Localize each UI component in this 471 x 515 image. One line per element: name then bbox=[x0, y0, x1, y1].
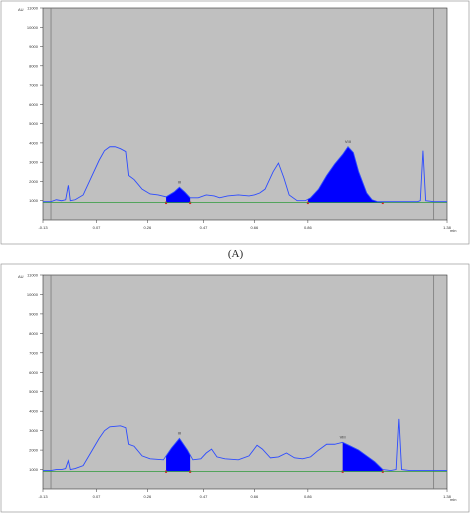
y-tick-label: 3000 bbox=[29, 428, 39, 433]
chromatogram-trace bbox=[43, 146, 447, 203]
x-tick-label: -0.13 bbox=[38, 225, 48, 230]
plot-area bbox=[42, 7, 448, 221]
panel-frame bbox=[0, 263, 470, 513]
y-tick-label: 5000 bbox=[29, 389, 39, 394]
y-axis-unit: AU bbox=[18, 274, 24, 279]
x-tick-label: 0.66 bbox=[250, 494, 259, 499]
x-tick-label: 0.07 bbox=[93, 225, 102, 230]
y-tick-label: 7000 bbox=[29, 350, 39, 355]
integrated-peak-area bbox=[307, 147, 383, 203]
x-tick-label: 0.07 bbox=[93, 494, 102, 499]
y-tick-label: 3000 bbox=[29, 160, 39, 165]
x-tick-label: 0.26 bbox=[143, 225, 152, 230]
y-tick-label: 1000 bbox=[29, 467, 39, 472]
integrated-peak-area bbox=[166, 438, 191, 472]
y-tick-label: 4000 bbox=[29, 409, 39, 414]
y-tick-label: 8000 bbox=[29, 63, 39, 68]
peak-label: III bbox=[178, 431, 181, 436]
x-axis-unit: min bbox=[450, 497, 456, 502]
peak-label: VIII bbox=[340, 434, 346, 439]
chromatogram-chart-b: AU min 1000 2000 3000 4000 5000 6000 7000 8000 900… bbox=[0, 263, 470, 513]
y-tick-label: 9000 bbox=[29, 44, 39, 49]
y-tick-label: 10000 bbox=[27, 25, 39, 30]
integrated-peak-area bbox=[342, 442, 383, 472]
chromatogram-chart-a: AU min 1000 2000 3000 4000 5000 6000 7000 8000 900… bbox=[0, 0, 470, 245]
y-tick-label: 8000 bbox=[29, 331, 39, 336]
y-tick-label: 9000 bbox=[29, 311, 39, 316]
chromatogram-panel-b: AU min 1000 2000 3000 4000 5000 6000 7000 8000 900… bbox=[0, 263, 471, 515]
chromatogram-trace bbox=[43, 418, 447, 471]
x-tick-label: -0.13 bbox=[38, 494, 48, 499]
x-tick-label: 1.38 bbox=[443, 225, 452, 230]
y-tick-label: 2000 bbox=[29, 179, 39, 184]
y-tick-label: 11000 bbox=[27, 273, 39, 278]
y-tick-label: 5000 bbox=[29, 121, 39, 126]
peak-label: III bbox=[178, 179, 181, 184]
chromatogram-panel-a: AU min 1000 2000 3000 4000 5000 6000 7000 8000 900… bbox=[0, 0, 471, 260]
x-tick-label: 0.26 bbox=[143, 494, 152, 499]
x-tick-label: 0.86 bbox=[304, 494, 313, 499]
x-tick-label: 0.86 bbox=[304, 225, 313, 230]
integrated-peak-area bbox=[166, 187, 191, 203]
panel-label-a: (A) bbox=[227, 248, 244, 260]
panel-frame bbox=[0, 0, 470, 245]
peak-label: VIII bbox=[345, 139, 351, 144]
y-tick-label: 10000 bbox=[27, 292, 39, 297]
y-tick-label: 1000 bbox=[29, 198, 39, 203]
y-tick-label: 11000 bbox=[27, 6, 39, 11]
x-tick-label: 0.47 bbox=[200, 494, 209, 499]
plot-area bbox=[42, 274, 448, 490]
x-tick-label: 1.38 bbox=[443, 494, 452, 499]
x-axis-unit: min bbox=[450, 228, 456, 233]
y-tick-label: 2000 bbox=[29, 448, 39, 453]
x-tick-label: 0.47 bbox=[200, 225, 209, 230]
x-tick-label: 0.66 bbox=[250, 225, 259, 230]
y-tick-label: 6000 bbox=[29, 370, 39, 375]
y-tick-label: 4000 bbox=[29, 140, 39, 145]
y-tick-label: 7000 bbox=[29, 83, 39, 88]
y-axis-unit: AU bbox=[18, 7, 24, 12]
y-tick-label: 6000 bbox=[29, 102, 39, 107]
